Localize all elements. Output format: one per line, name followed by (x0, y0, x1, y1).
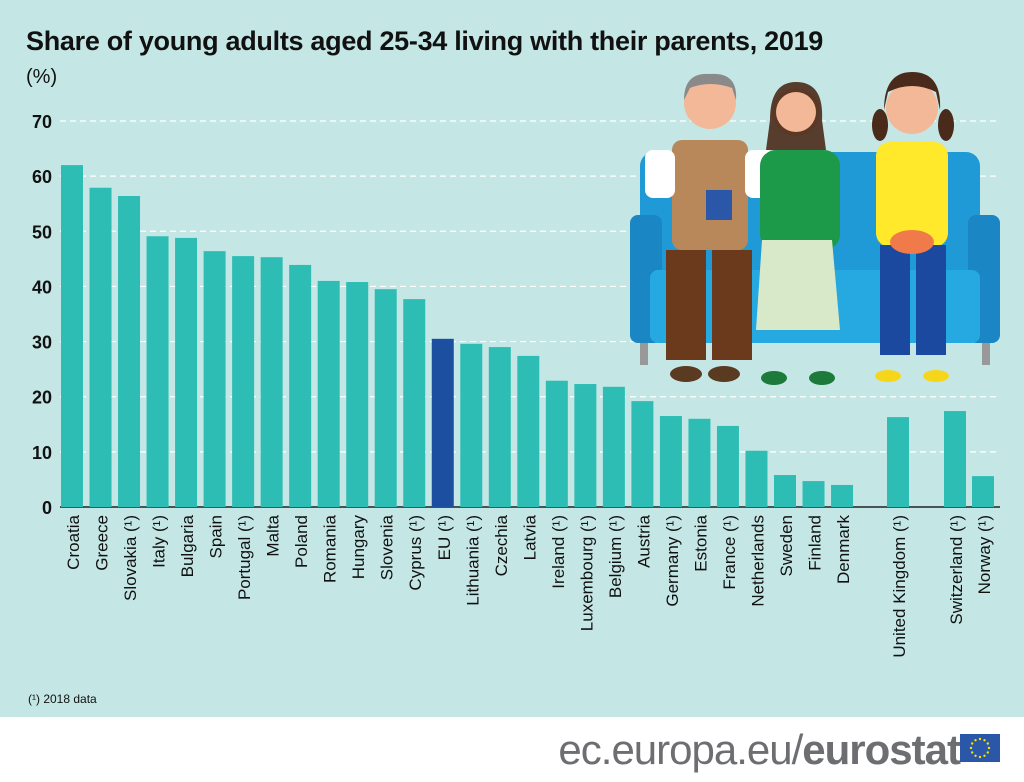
star (971, 751, 974, 754)
chart-panel (0, 0, 1024, 717)
x-tick-label: Slovakia (¹) (121, 515, 140, 601)
bar (831, 484, 854, 507)
y-tick-label: 70 (32, 112, 52, 132)
bar (460, 343, 483, 507)
bar (289, 264, 312, 507)
x-tick-label: Slovenia (378, 514, 397, 580)
brand-name: eurostat (802, 726, 961, 773)
bar (146, 236, 169, 507)
bar (631, 401, 654, 507)
bar (488, 347, 511, 507)
x-tick-label: Luxembourg (¹) (577, 515, 596, 631)
x-tick-label: Romania (321, 514, 340, 583)
bar (802, 481, 825, 507)
x-tick-label: Cyprus (¹) (406, 515, 425, 591)
bar (203, 251, 226, 507)
eurostat-logo: ec.europa.eu/eurostat (558, 726, 961, 774)
star (974, 754, 977, 757)
x-tick-label: Denmark (834, 515, 853, 584)
bar (346, 282, 369, 507)
x-tick-label: EU (¹) (435, 515, 454, 560)
bar (545, 380, 568, 507)
bar (317, 280, 340, 507)
x-tick-label: Hungary (349, 515, 368, 580)
x-tick-label: Norway (¹) (975, 515, 994, 594)
x-tick-label: Portugal (¹) (235, 515, 254, 600)
y-tick-label: 10 (32, 443, 52, 463)
bar (403, 299, 426, 507)
y-tick-label: 20 (32, 388, 52, 408)
x-tick-label: Bulgaria (178, 514, 197, 577)
x-tick-label: Finland (806, 515, 825, 571)
bar (89, 187, 112, 508)
eu-flag-icon (960, 734, 1000, 762)
y-tick-label: 50 (32, 222, 52, 242)
bar (944, 411, 966, 507)
x-tick-label: Germany (¹) (663, 515, 682, 607)
x-tick-label: Switzerland (¹) (947, 515, 966, 625)
x-tick-label: Ireland (¹) (549, 515, 568, 589)
star (974, 739, 977, 742)
bar (61, 165, 83, 507)
x-tick-label: France (¹) (720, 515, 739, 590)
bar (431, 338, 454, 507)
chart-title: Share of young adults aged 25-34 living … (26, 26, 824, 56)
y-tick-label: 30 (32, 333, 52, 353)
bar (745, 450, 768, 507)
star (978, 737, 982, 741)
x-tick-label: Belgium (¹) (606, 515, 625, 598)
x-tick-label: Malta (264, 514, 283, 556)
star (986, 742, 989, 745)
star (983, 739, 986, 742)
x-tick-label: Spain (207, 515, 226, 558)
y-tick-label: 0 (42, 498, 52, 518)
x-tick-label: Austria (634, 514, 653, 567)
bar (602, 386, 625, 507)
y-axis-unit: (%) (26, 66, 58, 88)
bar (972, 476, 994, 507)
bar (774, 475, 796, 507)
star (971, 742, 974, 745)
star (983, 754, 986, 757)
star (987, 746, 991, 750)
family-on-sofa-illustration (630, 72, 1000, 385)
footnote: (¹) 2018 data (28, 692, 97, 706)
x-tick-label: Italy (¹) (150, 515, 169, 568)
bar (232, 256, 255, 507)
bar (374, 289, 397, 507)
bar (260, 257, 283, 507)
x-tick-label: Poland (292, 515, 311, 568)
y-tick-label: 40 (32, 277, 52, 297)
x-tick-label: Latvia (520, 514, 539, 560)
x-tick-label: Lithuania (¹) (463, 515, 482, 606)
bar (716, 425, 739, 507)
x-tick-label: Czechia (492, 514, 511, 576)
bar (688, 418, 711, 507)
x-tick-label: Estonia (691, 514, 710, 571)
x-tick-label: Greece (93, 515, 112, 571)
x-tick-label: Croatia (64, 514, 83, 569)
bar-chart: 0 10 20 30 40 50 60 70 (32, 72, 1000, 658)
y-tick-label: 60 (32, 167, 52, 187)
star (986, 751, 989, 754)
brand-prefix: ec.europa.eu/ (558, 726, 803, 773)
bar (574, 384, 597, 507)
x-tick-label: United Kingdom (¹) (890, 515, 909, 658)
bar (517, 355, 540, 507)
star (969, 746, 973, 750)
bar (175, 237, 198, 507)
x-tick-label: Sweden (777, 515, 796, 576)
bar (118, 195, 141, 507)
x-tick-label: Netherlands (748, 515, 767, 607)
bar (659, 416, 682, 507)
bar (887, 417, 909, 507)
star (978, 755, 982, 759)
